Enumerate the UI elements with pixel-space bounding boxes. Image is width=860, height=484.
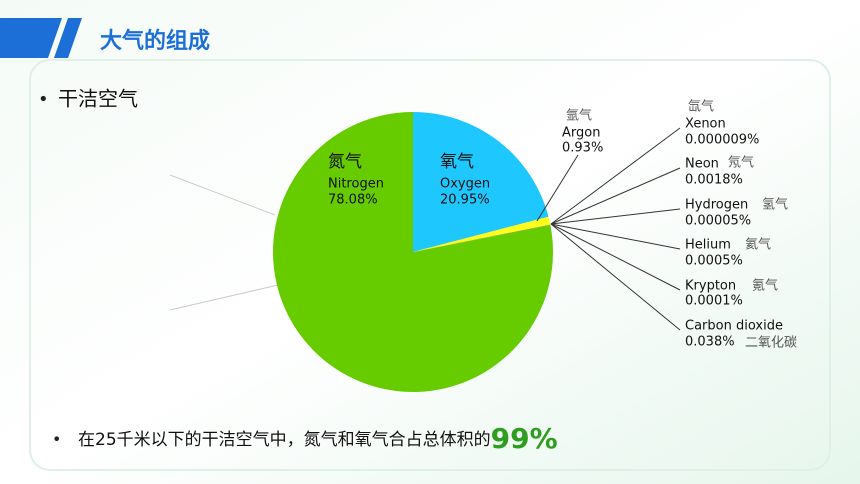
- footer-text: 在25千米以下的干洁空气中，氮气和氧气合占总体积的: [78, 430, 491, 450]
- decor-line: [169, 174, 276, 216]
- slice-name: Carbon dioxide: [685, 319, 783, 334]
- pie-slice: [413, 216, 551, 252]
- title: 大气的组成: [100, 28, 210, 54]
- pie-slice: [413, 225, 551, 252]
- slice-value-label: 20.95%: [440, 193, 490, 208]
- leader-line: [550, 223, 681, 291]
- slice-name-zh: 氪气: [752, 278, 778, 294]
- bullet-dot: •: [38, 89, 49, 110]
- slice-value-label: 0.93%: [562, 141, 603, 156]
- slice-value-label: 78.08%: [328, 193, 378, 208]
- frame: [29, 59, 831, 471]
- slice-value-label: 0.0018%: [685, 173, 743, 188]
- slice-name: Xenon: [685, 117, 726, 132]
- header-bar: [0, 18, 62, 58]
- slice-name: Nitrogen: [328, 177, 384, 192]
- slice-name-zh: 氦气: [745, 237, 771, 253]
- pie-slice: [272, 112, 553, 393]
- bullet-dot: •: [52, 430, 61, 449]
- slice-value-label: 0.000009%: [685, 133, 759, 148]
- leader-line: [550, 167, 681, 225]
- slice-name-zh: 氮气: [328, 152, 362, 172]
- slice-value-label: 0.038%: [685, 335, 735, 350]
- slice-name-zh: 氢气: [762, 197, 788, 213]
- slice-name-zh: 氙气: [688, 99, 714, 115]
- slice-name-zh: 氧气: [440, 152, 474, 172]
- bullet: 干洁空气: [58, 87, 138, 111]
- slice-name-zh: 二氧化碳: [745, 336, 797, 351]
- slice-name: Hydrogen: [685, 198, 748, 213]
- footer-highlight: 99%: [491, 422, 558, 455]
- leader-line: [550, 127, 681, 225]
- pie-slice: [413, 112, 549, 252]
- leader-line: [550, 223, 681, 331]
- slice-name: Krypton: [685, 279, 736, 294]
- pie-slice: [413, 225, 551, 252]
- slice-value-label: 0.00005%: [685, 214, 751, 229]
- footer: 在25千米以下的干洁空气中，氮气和氧气合占总体积的99%: [78, 422, 558, 455]
- slice-name-zh: 氩气: [566, 108, 592, 124]
- decor-line: [169, 284, 279, 311]
- slice-name: Oxygen: [440, 177, 490, 192]
- slice-name: Neon: [685, 157, 719, 172]
- slice-name: Helium: [685, 238, 731, 253]
- slice-value-label: 0.0001%: [685, 294, 743, 309]
- slice-value-label: 0.0005%: [685, 254, 743, 269]
- pie-slice: [413, 225, 551, 252]
- leader-line: [550, 208, 681, 225]
- leader-line: [536, 154, 579, 222]
- slice-name-zh: 氖气: [728, 155, 754, 171]
- pie-slice: [413, 224, 551, 252]
- pie-slice: [413, 225, 551, 252]
- slice-name: Argon: [562, 126, 600, 141]
- pie-slice: [413, 225, 551, 252]
- header-stripe: [54, 18, 82, 58]
- leader-line: [550, 223, 681, 250]
